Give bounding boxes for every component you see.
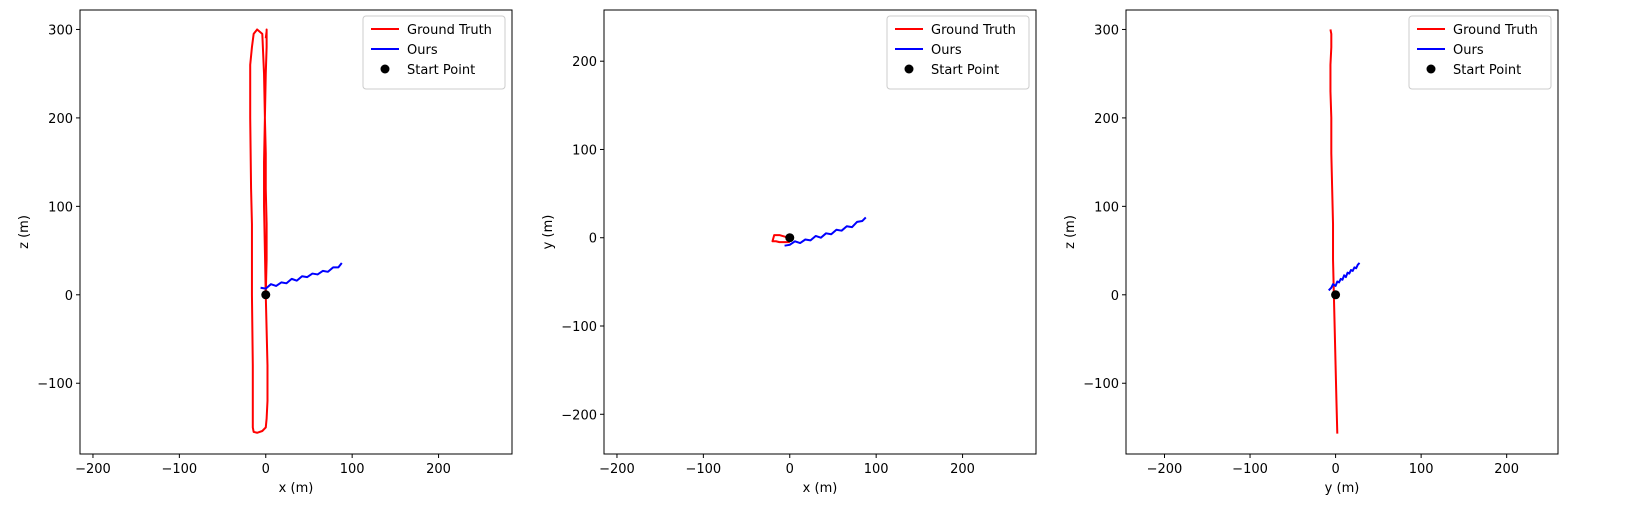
plot-frame: [79, 9, 513, 455]
y-tick-label: 0: [589, 232, 597, 247]
x-tick-label: 200: [950, 462, 975, 477]
ours-line: [1328, 262, 1361, 292]
y-axis-label: z (m): [1063, 215, 1078, 249]
y-tick-label: 0: [1111, 289, 1119, 304]
ground-truth-line: [771, 234, 790, 244]
legend-ground-truth-label: Ground Truth: [931, 23, 1016, 38]
x-tick-label: −100: [1232, 462, 1268, 477]
y-axis-label: z (m): [17, 215, 32, 249]
y-tick-label: −200: [561, 408, 597, 423]
y-tick-label: −100: [1083, 377, 1119, 392]
x-tick-label: 200: [426, 462, 451, 477]
start-point-marker: [1331, 290, 1341, 300]
x-axis-label: y (m): [1325, 481, 1360, 496]
x-tick-label: 100: [1409, 462, 1434, 477]
y-tick-label: 200: [48, 112, 73, 127]
legend-start-point-swatch: [904, 64, 914, 74]
legend: Ground Truth Ours Start Point: [362, 15, 506, 90]
legend-start-point-swatch: [380, 64, 390, 74]
legend-ground-truth-label: Ground Truth: [407, 23, 492, 38]
plot-frame: [1125, 9, 1559, 455]
x-tick-label: −200: [1147, 462, 1183, 477]
chart-panel-3: −200 −100 0 100 200 −100 0 100 200 300 y (m) z (m) G…: [1063, 9, 1559, 496]
x-tick-label: 0: [786, 462, 794, 477]
legend: Ground Truth Ours Start Point: [886, 15, 1030, 90]
chart-panel-2: −200 −100 0 100 200 −200 −100 0 100 200 x (m) y (m)…: [541, 9, 1037, 496]
legend-ground-truth-label: Ground Truth: [1453, 23, 1538, 38]
y-tick-label: 300: [48, 23, 73, 38]
legend-box: [362, 15, 506, 90]
legend-ours-label: Ours: [407, 43, 438, 58]
x-tick-label: 100: [340, 462, 365, 477]
legend-start-point-label: Start Point: [1453, 63, 1521, 78]
ground-truth-line: [1329, 29, 1339, 434]
legend-box: [1408, 15, 1552, 90]
x-tick-label: −100: [686, 462, 722, 477]
x-tick-label: 0: [262, 462, 270, 477]
ours-line: [260, 262, 343, 290]
x-axis-label: x (m): [279, 481, 314, 496]
chart-panel-1: −200 −100 0 100 200 −100 0 100 200 300 x (m) z (m) G…: [17, 9, 513, 496]
x-tick-label: 0: [1331, 462, 1339, 477]
x-axis-label: x (m): [803, 481, 838, 496]
y-tick-label: 200: [1094, 112, 1119, 127]
y-tick-label: 100: [48, 200, 73, 215]
x-tick-label: −100: [162, 462, 198, 477]
x-tick-label: −200: [75, 462, 111, 477]
legend-box: [886, 15, 1030, 90]
y-tick-label: 300: [1094, 23, 1119, 38]
x-tick-label: 100: [864, 462, 889, 477]
y-tick-label: 0: [65, 289, 73, 304]
plot-series-group: [1328, 29, 1361, 434]
legend-ours-label: Ours: [1453, 43, 1484, 58]
y-axis-label: y (m): [541, 215, 556, 250]
legend-ours-label: Ours: [931, 43, 962, 58]
y-tick-label: −100: [37, 377, 73, 392]
y-tick-label: 100: [1094, 200, 1119, 215]
legend: Ground Truth Ours Start Point: [1408, 15, 1552, 90]
plot-series-group: [249, 28, 343, 434]
plot-frame: [603, 9, 1037, 455]
legend-start-point-label: Start Point: [407, 63, 475, 78]
legend-start-point-label: Start Point: [931, 63, 999, 78]
ground-truth-line: [249, 28, 269, 434]
ours-line: [784, 216, 867, 247]
y-tick-label: 100: [572, 143, 597, 158]
y-tick-label: −100: [561, 320, 597, 335]
x-tick-label: 200: [1494, 462, 1519, 477]
y-tick-label: 200: [572, 55, 597, 70]
legend-start-point-swatch: [1426, 64, 1436, 74]
start-point-marker: [261, 290, 271, 300]
start-point-marker: [785, 233, 795, 243]
x-tick-label: −200: [599, 462, 635, 477]
plot-series-group: [771, 216, 867, 247]
